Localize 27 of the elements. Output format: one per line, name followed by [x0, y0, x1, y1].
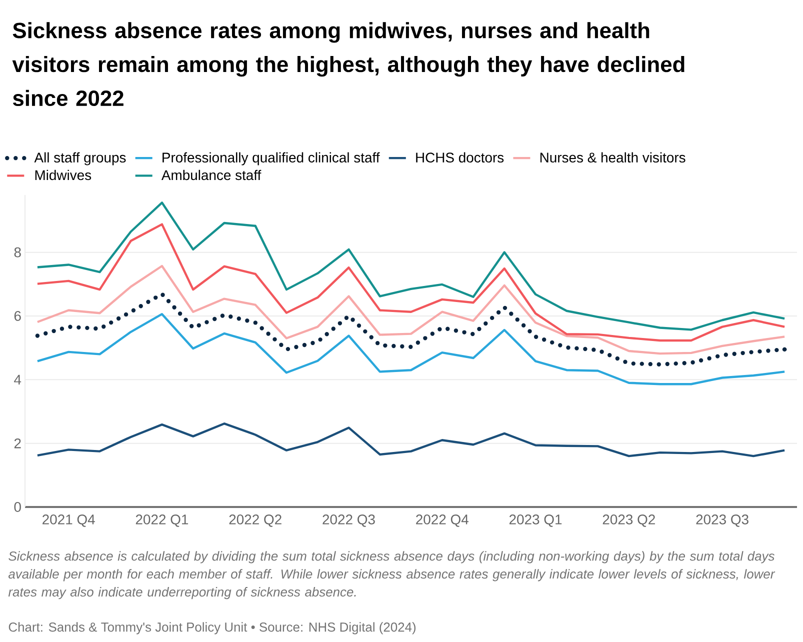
legend-label: Nurses & health visitors: [540, 152, 686, 163]
x-tick-label: 2023 Q1: [509, 514, 562, 527]
line-series: [36, 264, 786, 355]
y-tick-label: 6: [14, 311, 21, 321]
x-tick-label: 2023 Q2: [602, 514, 655, 527]
line-series: [36, 312, 786, 386]
legend-label: Midwives: [35, 170, 92, 180]
x-tick-label: 2022 Q1: [136, 514, 188, 527]
y-tick-label: 4: [14, 374, 22, 384]
text: Sickness absence is calculated by dividing the sum total sickness absence days (including non-working days) by the sum total days available per month for each member of staff. While lower sickness absence rates generally indicate lower levels of sickness, lower rates may also indicate underreporting of sickness absence.: [8, 551, 776, 600]
line-series: [36, 202, 786, 331]
legend-label: Ambulance staff: [161, 170, 262, 180]
line-series: [36, 223, 786, 342]
y-tick-label: 2: [14, 438, 21, 448]
text: Chart: Sands & Tommy's Joint Policy Unit • Source: NHS Digital (2024): [8, 622, 416, 634]
x-tick-label: 2022 Q4: [416, 514, 468, 527]
line-series: [36, 422, 786, 458]
legend-label: All staff groups: [34, 152, 126, 166]
x-tick-label: 2022 Q3: [322, 514, 375, 527]
y-tick-label: 8: [14, 247, 21, 258]
legend-label: Professionally qualified clinical staff: [162, 152, 380, 166]
y-tick-label: 0: [14, 502, 21, 512]
legend-label: HCHS doctors: [416, 152, 504, 163]
chart-title: Sickness absence rates among midwives, nurses and health visitors remain among the highest, although they have declined since 2022: [12, 22, 684, 106]
x-tick-label: 2023 Q3: [696, 514, 748, 527]
x-tick-label: 2021 Q4: [42, 514, 95, 527]
x-tick-label: 2022 Q2: [229, 514, 282, 527]
